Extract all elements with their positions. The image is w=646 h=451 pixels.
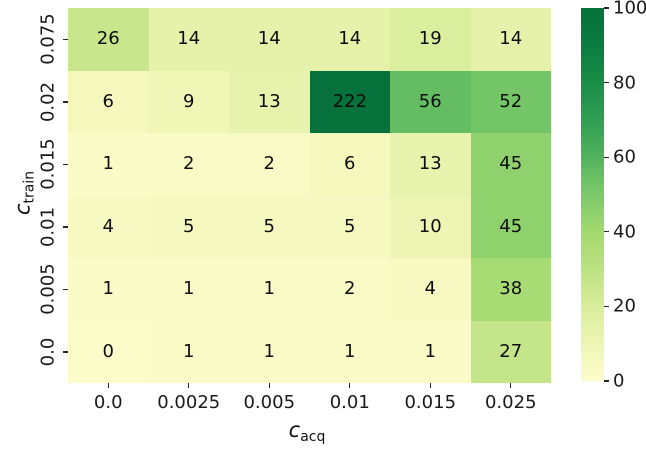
y-axis-label-var: c	[10, 203, 35, 216]
heatmap-cell: 0	[68, 320, 149, 383]
colorbar	[581, 8, 604, 381]
y-tick-mark	[63, 101, 68, 103]
y-tick-label: 0.075	[37, 13, 59, 66]
y-axis-label-sub: train	[21, 170, 38, 204]
heatmap-cell: 14	[229, 8, 310, 71]
x-tick-label: 0.0025	[157, 392, 221, 413]
heatmap-cell: 2	[148, 133, 229, 196]
heatmap-cell: 1	[68, 133, 149, 196]
heatmap-cell: 4	[390, 258, 471, 321]
heatmap-cell: 1	[148, 320, 229, 383]
x-tick-mark	[349, 383, 351, 388]
x-axis-label-sub: acq	[300, 429, 326, 446]
x-axis-label-var: c	[288, 418, 301, 442]
heatmap-cell: 45	[470, 133, 551, 196]
heatmap-cell: 2	[229, 133, 310, 196]
y-tick-mark	[63, 288, 68, 291]
colorbar-tick-label: 40	[613, 221, 636, 243]
heatmap-cell: 1	[68, 258, 149, 321]
heatmap-cell: 6	[309, 133, 390, 196]
heatmap-cell: 1	[390, 320, 471, 383]
x-tick-label: 0.005	[243, 392, 296, 413]
x-tick-label: 0.025	[484, 392, 537, 413]
heatmap-cell: 9	[148, 70, 229, 133]
y-tick-mark	[63, 163, 68, 166]
heatmap-cell: 222	[309, 70, 390, 133]
x-tick-mark	[188, 383, 190, 388]
heatmap-cell: 6	[68, 70, 149, 133]
heatmap-cell: 52	[470, 70, 551, 133]
colorbar-tick-label: 60	[613, 146, 636, 168]
x-tick-label: 0.015	[404, 392, 457, 413]
y-tick-label: 0.02	[37, 81, 59, 122]
heatmap-cell: 5	[148, 195, 229, 258]
colorbar-tick-mark	[604, 156, 609, 158]
heatmap-cell: 2	[309, 258, 390, 321]
y-tick-label: 0.01	[37, 206, 59, 247]
heatmap-cell: 14	[309, 8, 390, 71]
y-tick-mark	[63, 351, 68, 353]
x-tick-mark	[107, 383, 109, 388]
heatmap-cell: 45	[470, 195, 551, 258]
heatmap-cell: 1	[229, 320, 310, 383]
heatmap-cell: 1	[309, 320, 390, 383]
colorbar-tick-mark	[604, 81, 609, 84]
heatmap-cell: 14	[148, 8, 229, 71]
x-axis-label: cacq	[289, 418, 326, 445]
x-tick-mark	[268, 383, 270, 388]
colorbar-tick-label: 0	[613, 370, 625, 392]
colorbar-tick-mark	[604, 380, 609, 382]
y-axis-label: ctrain	[10, 171, 37, 215]
heatmap-cell: 4	[68, 195, 149, 258]
heatmap-grid: 26 14 14 14 19 14 6 9 13 222 56 52 1 2 2 6 13 45 4 5 5 5 10 45 1…	[68, 8, 551, 383]
y-tick-label: 0.0	[37, 337, 59, 367]
y-tick-mark	[63, 38, 68, 41]
heatmap-cell: 38	[470, 258, 551, 321]
y-tick-label: 0.005	[37, 263, 59, 316]
x-tick-label: 0.01	[329, 392, 370, 413]
heatmap-cell: 1	[229, 258, 310, 321]
y-tick-label: 0.015	[37, 138, 59, 191]
heatmap-cell: 5	[229, 195, 310, 258]
colorbar-tick-label: 80	[613, 72, 636, 94]
colorbar-tick-label: 100	[613, 0, 646, 19]
heatmap-cell: 10	[390, 195, 471, 258]
y-tick-mark	[63, 226, 68, 228]
colorbar-tick-label: 20	[613, 295, 636, 317]
x-tick-mark	[429, 383, 431, 388]
heatmap-cell: 19	[390, 8, 471, 71]
colorbar-tick-mark	[604, 7, 609, 9]
heatmap-cell: 5	[309, 195, 390, 258]
colorbar-tick-mark	[604, 305, 609, 308]
x-tick-mark	[510, 383, 512, 388]
heatmap-cell: 13	[229, 70, 310, 133]
heatmap-cell: 26	[68, 8, 149, 71]
heatmap-cell: 27	[470, 320, 551, 383]
heatmap-cell: 13	[390, 133, 471, 196]
x-tick-label: 0.0	[93, 392, 123, 413]
heatmap-cell: 14	[470, 8, 551, 71]
heatmap-cell: 56	[390, 70, 471, 133]
colorbar-tick-mark	[604, 231, 609, 233]
heatmap-cell: 1	[148, 258, 229, 321]
